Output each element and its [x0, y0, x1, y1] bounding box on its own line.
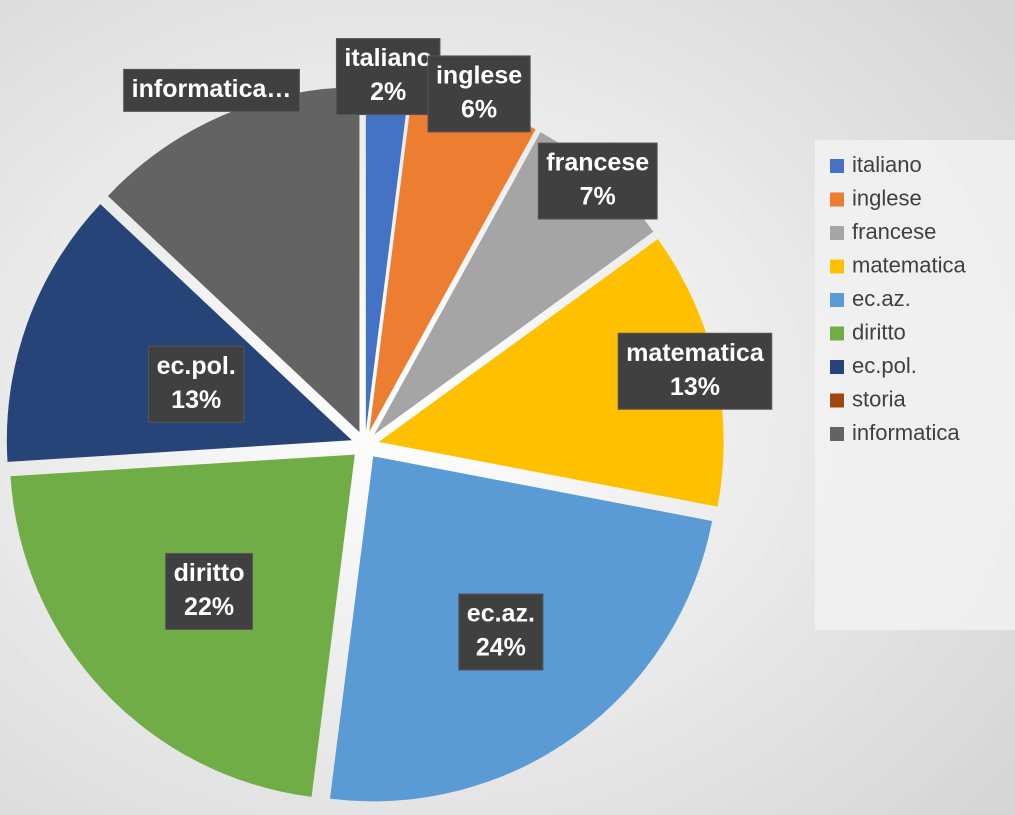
legend-label: ec.pol. — [852, 353, 917, 378]
data-label-box — [617, 332, 773, 410]
legend-label: francese — [852, 219, 936, 244]
legend-swatch — [830, 326, 844, 341]
legend-swatch — [830, 393, 844, 408]
data-label: ec.az. 24% — [458, 593, 544, 671]
legend-label: storia — [852, 386, 907, 411]
data-label: italiano 2% — [335, 38, 441, 116]
pie-slice — [369, 89, 536, 432]
data-label: informatica… — [123, 68, 300, 112]
data-label-box — [537, 142, 658, 220]
data-label-name: ec.pol. — [157, 352, 236, 380]
data-label-name: ec.az. — [467, 600, 535, 628]
legend-label: ec.az. — [852, 286, 911, 311]
data-label-name: matematica — [626, 339, 765, 367]
legend-box — [815, 140, 1015, 630]
data-label-name: italiano — [344, 44, 432, 72]
data-label: matematica 13% — [617, 332, 773, 410]
data-label-value: 13% — [171, 386, 221, 414]
data-label-box — [148, 345, 245, 423]
data-label-name: francese — [546, 149, 649, 177]
data-label-name: inglese — [436, 62, 522, 90]
data-label: diritto 22% — [165, 552, 253, 630]
legend-label: matematica — [852, 252, 966, 277]
data-label: ec.pol. 13% — [148, 345, 245, 423]
data-label-value: 13% — [670, 373, 720, 401]
data-label-value: 24% — [476, 634, 526, 662]
pie-slice — [107, 87, 360, 433]
data-label-box — [427, 55, 531, 133]
data-label-value: 22% — [184, 593, 234, 621]
data-label-value: 7% — [580, 183, 616, 211]
legend-swatch — [830, 159, 844, 173]
data-label-box — [165, 552, 253, 630]
legend-swatch — [830, 192, 844, 207]
legend-swatch — [830, 226, 844, 240]
legend-label: informatica — [852, 420, 960, 445]
data-label-box — [123, 68, 300, 112]
data-label: francese 7% — [537, 142, 658, 220]
pie-slice — [365, 86, 410, 432]
data-label-value: 2% — [370, 78, 406, 106]
data-label-name: informatica… — [132, 75, 292, 103]
data-label-value: 6% — [461, 96, 497, 124]
data-label: inglese 6% — [427, 55, 531, 133]
legend-label: italiano — [852, 152, 922, 177]
pie-slice — [6, 204, 352, 462]
legend-swatch — [830, 427, 844, 441]
data-label-name: diritto — [174, 559, 245, 587]
data-label-box — [335, 38, 441, 116]
legend-swatch — [830, 259, 844, 274]
legend-label: inglese — [852, 185, 922, 210]
legend-label: diritto — [852, 319, 906, 344]
legend-swatch — [830, 293, 844, 307]
pie-slice — [378, 239, 724, 507]
legend-swatch — [830, 360, 844, 374]
data-label-box — [458, 593, 544, 671]
